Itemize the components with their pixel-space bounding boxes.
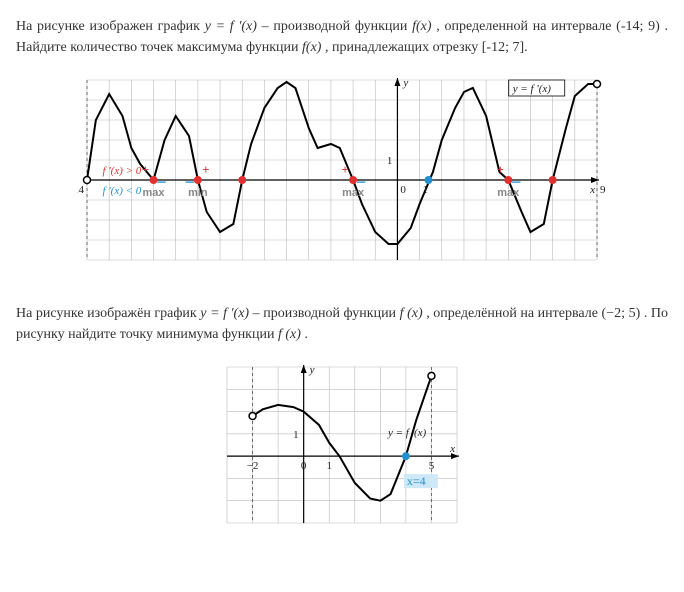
p1-fx1: f(x) (412, 19, 431, 34)
svg-text:-14: -14 (77, 184, 84, 196)
svg-text:y: y (309, 364, 315, 376)
svg-text:1: 1 (326, 460, 332, 472)
svg-text:1: 1 (387, 155, 393, 167)
svg-text:+: + (142, 162, 149, 177)
p1-t4: , принадлежащих отрезку (325, 40, 482, 55)
svg-text:+: + (202, 162, 209, 177)
p1-t1: – производной функции (262, 19, 412, 34)
svg-text:max: max (497, 187, 520, 199)
p1-yeq: y = f '(x) (205, 19, 257, 34)
p1-t0: На рисунке изображен график (16, 19, 205, 34)
svg-text:0: 0 (400, 184, 406, 196)
p2-t4: . (304, 327, 308, 342)
p2-fx2: f (x) (278, 327, 301, 342)
svg-text:f '(x) > 0: f '(x) > 0 (103, 165, 142, 177)
svg-text:y = f '(x): y = f '(x) (387, 427, 427, 439)
p1-fx2: f(x) (302, 40, 321, 55)
svg-text:9: 9 (600, 184, 606, 196)
svg-text:x: x (589, 184, 595, 196)
p2-t0: На рисунке изображён график (16, 306, 200, 321)
problem2-text: На рисунке изображён график y = f '(x) –… (16, 303, 668, 345)
p1-int: (-14; 9) (616, 19, 660, 34)
svg-text:min: min (188, 187, 208, 199)
problem2-chart-container: x=4 y = f '(x) 0 1 5 −2 1 x y (16, 357, 668, 542)
svg-text:y = f '(x): y = f '(x) (512, 83, 552, 95)
p2-t1: – производной функции (253, 306, 400, 321)
problem2-chart: x=4 y = f '(x) 0 1 5 −2 1 x y (217, 357, 467, 537)
p1-seg: [-12; 7]. (482, 40, 528, 55)
problem1-chart-container: f '(x) > 0f '(x) < 0+−max−+min+−max+−max… (16, 70, 668, 275)
svg-text:x=4: x=4 (407, 474, 426, 488)
p2-t2: , определённой на интервале (426, 306, 601, 321)
svg-text:−2: −2 (247, 460, 259, 472)
p1-t2: , определенной на интервале (436, 19, 616, 34)
svg-text:y: y (402, 77, 408, 89)
svg-text:1: 1 (423, 184, 429, 196)
svg-text:1: 1 (293, 429, 299, 441)
svg-text:f '(x) < 0: f '(x) < 0 (103, 185, 142, 197)
svg-text:x: x (449, 443, 455, 455)
svg-text:5: 5 (429, 460, 435, 472)
svg-text:max: max (342, 187, 365, 199)
svg-text:+: + (497, 162, 504, 177)
p2-int: (−2; 5) (602, 306, 641, 321)
problem1-text: На рисунке изображен график y = f '(x) –… (16, 16, 668, 58)
problem1-chart: f '(x) > 0f '(x) < 0+−max−+min+−max+−max… (77, 70, 607, 270)
svg-text:0: 0 (301, 460, 307, 472)
p2-yeq: y = f '(x) (200, 306, 249, 321)
p2-fx1: f (x) (400, 306, 423, 321)
svg-text:max: max (143, 187, 166, 199)
svg-text:+: + (341, 162, 348, 177)
